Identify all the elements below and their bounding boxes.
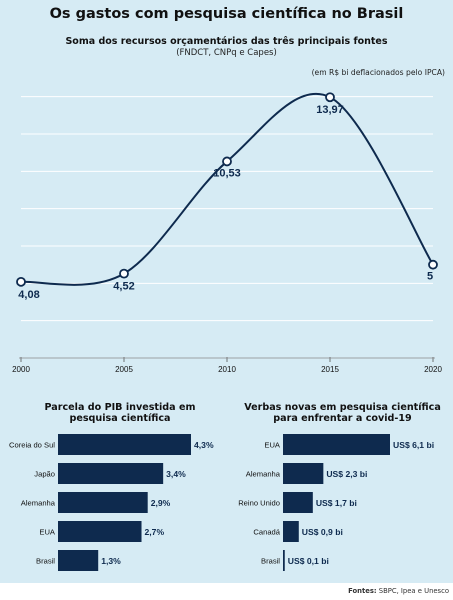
category-label: EUA — [264, 441, 281, 450]
bar — [283, 434, 390, 455]
line-chart: 2000 2005 2010 2015 2020 4,08 4,52 10,53 13,97 5 — [12, 92, 442, 374]
category-label: EUA — [39, 528, 56, 537]
bar-value-label: US$ 0,9 bi — [302, 527, 343, 537]
gdp-share-chart-title: Parcela do PIB investida em pesquisa cie… — [44, 402, 196, 424]
data-label: 10,53 — [213, 167, 241, 179]
bar-value-label: 3,4% — [166, 469, 186, 479]
sources-label: Fontes: — [348, 587, 377, 595]
data-label: 4,52 — [113, 281, 134, 293]
bar-value-label: US$ 2,3 bi — [326, 469, 367, 479]
category-label: Canadá — [253, 528, 280, 537]
bar — [58, 550, 99, 571]
line-chart-title: Soma dos recursos orçamentários das três… — [65, 36, 388, 47]
category-label: Alemanha — [21, 499, 56, 508]
category-label: Brasil — [36, 557, 55, 566]
line-chart-subtitle: (FNDCT, CNPq e Capes) — [176, 48, 277, 58]
sources-footer: Fontes: SBPC, Ipea e Unesco — [348, 587, 449, 595]
data-label: 4,08 — [18, 289, 39, 301]
category-label: Japão — [34, 470, 55, 479]
main-title: Os gastos com pesquisa científica no Bra… — [49, 6, 404, 22]
category-label: Coreia do Sul — [9, 441, 55, 450]
line-chart-unit-note: (em R$ bi deflacionados pelo IPCA) — [311, 68, 445, 77]
x-tick-label: 2020 — [424, 365, 442, 374]
category-label: Alemanha — [246, 470, 281, 479]
covid-funding-chart-title: Verbas novas em pesquisa científica para… — [244, 402, 441, 424]
bar — [283, 550, 285, 571]
bar-value-label: 2,7% — [145, 527, 165, 537]
data-point — [325, 92, 335, 103]
data-label: 5 — [427, 271, 433, 283]
bar — [58, 463, 164, 484]
sources-text: SBPC, Ipea e Unesco — [378, 587, 449, 595]
bar-value-label: 2,9% — [151, 498, 171, 508]
data-label: 13,97 — [316, 104, 344, 116]
bar-charts: Coreia do Sul 4,3% Japão 3,4% Alemanha 2,9% EU… — [9, 434, 434, 571]
x-tick-label: 2005 — [115, 365, 133, 374]
bar — [58, 434, 191, 455]
x-tick-label: 2015 — [321, 365, 339, 374]
x-tick-label: 2010 — [218, 365, 236, 374]
data-point — [428, 259, 438, 270]
bar-value-label: 1,3% — [101, 556, 121, 566]
category-label: Reino Unido — [238, 499, 280, 508]
category-label: Brasil — [261, 557, 280, 566]
bar-value-label: US$ 0,1 bi — [288, 556, 329, 566]
bar — [283, 521, 299, 542]
bar — [58, 521, 142, 542]
x-tick-label: 2000 — [12, 365, 30, 374]
bar — [283, 463, 324, 484]
data-point — [222, 156, 232, 167]
bar-value-label: 4,3% — [194, 440, 214, 450]
data-point — [16, 276, 26, 287]
data-point — [119, 268, 129, 279]
bar-value-label: US$ 6,1 bi — [393, 440, 434, 450]
bar — [283, 492, 313, 513]
bar — [58, 492, 148, 513]
series-line — [20, 92, 434, 286]
bar-value-label: US$ 1,7 bi — [316, 498, 357, 508]
